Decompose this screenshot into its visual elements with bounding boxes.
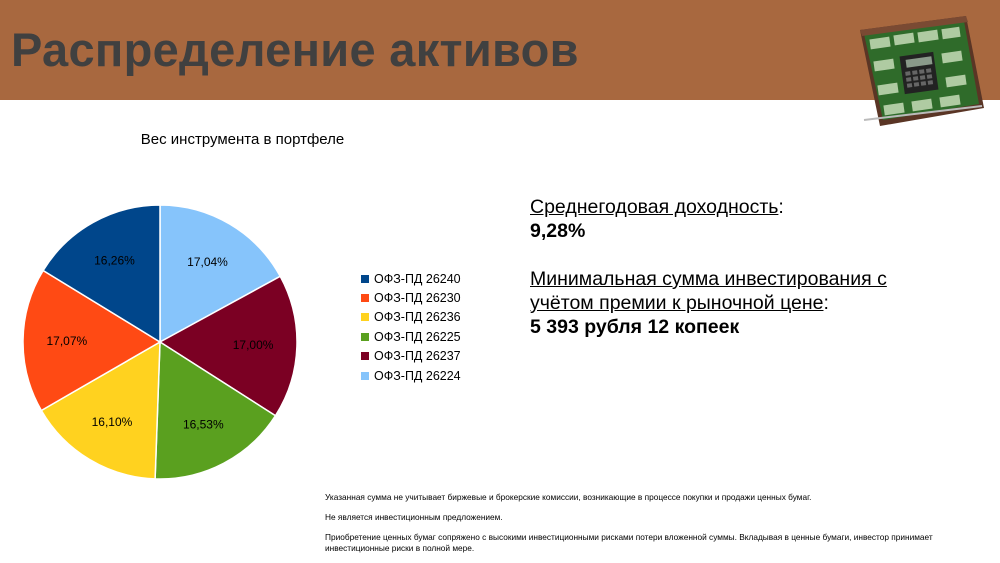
- min-sum-label: Минимальная сумма инвестирования с учёто…: [530, 268, 887, 314]
- pie-slice-5: [42, 204, 161, 344]
- header-bar: Распределение активов: [0, 0, 1000, 100]
- legend-label-1: ОФЗ-ПД 26230: [374, 291, 461, 306]
- legend-swatch-3: [361, 332, 369, 341]
- pie-data-label-5: 16,26%: [94, 254, 135, 268]
- legend-label-2: ОФЗ-ПД 26236: [374, 310, 461, 325]
- yield-line: Среднегодовая доходность:: [530, 195, 950, 219]
- yield-value: 9,28%: [530, 220, 586, 242]
- pie-slice-1: [158, 275, 298, 417]
- pie-slice-2: [154, 340, 277, 480]
- min-sum-value: 5 393 рубля 12 копеек: [530, 316, 740, 338]
- disclaimer: Указанная сумма не учитывает биржевые и …: [325, 492, 990, 563]
- legend-item-3: ОФЗ-ПД 26225: [361, 327, 461, 346]
- legend-item-5: ОФЗ-ПД 26224: [361, 366, 461, 385]
- disclaimer-risk: Приобретение ценных бумаг сопряжено с вы…: [325, 532, 933, 553]
- legend-label-4: ОФЗ-ПД 26237: [374, 349, 461, 364]
- pie-slice-0: [159, 204, 282, 344]
- pie-data-label-0: 17,04%: [187, 255, 228, 269]
- legend-label-5: ОФЗ-ПД 26224: [374, 368, 461, 383]
- min-sum-line: Минимальная сумма инвестирования с учёто…: [530, 267, 950, 315]
- legend-swatch-1: [361, 294, 369, 303]
- min-sum-colon: :: [823, 292, 829, 314]
- legend-item-1: ОФЗ-ПД 26230: [361, 288, 461, 307]
- disclaimer-commissions: Указанная сумма не учитывает биржевые и …: [325, 492, 812, 502]
- legend-item-0: ОФЗ-ПД 26240: [361, 269, 461, 288]
- legend-swatch-5: [361, 371, 369, 380]
- chart-title: Вес инструмента в портфеле: [140, 131, 345, 148]
- legend-swatch-2: [361, 313, 369, 322]
- info-block: Среднегодовая доходность: 9,28% Минималь…: [530, 195, 950, 339]
- legend-item-4: ОФЗ-ПД 26237: [361, 347, 461, 366]
- pie-data-label-4: 17,07%: [46, 334, 87, 348]
- legend-label-3: ОФЗ-ПД 26225: [374, 329, 461, 344]
- pie-chart: 17,04% 17,00% 16,53% 16,10% 17,07% 16,26%: [22, 204, 298, 480]
- legend-swatch-4: [361, 352, 369, 361]
- yield-colon: :: [778, 196, 784, 218]
- pie-slice-4: [22, 269, 162, 412]
- chart-legend: ОФЗ-ПД 26240 ОФЗ-ПД 26230 ОФЗ-ПД 26236 ОФЗ-…: [361, 269, 461, 385]
- yield-label: Среднегодовая доходность: [530, 196, 779, 218]
- pie-data-label-1: 17,00%: [233, 338, 274, 352]
- pie-data-label-3: 16,10%: [92, 415, 133, 429]
- briefcase-of-money-icon: [860, 16, 984, 126]
- legend-item-2: ОФЗ-ПД 26236: [361, 308, 461, 327]
- page-title: Распределение активов: [11, 23, 579, 76]
- disclaimer-not-offer: Не является инвестиционным предложением.: [325, 512, 503, 522]
- pie-slice-3: [40, 340, 161, 480]
- pie-data-label-2: 16,53%: [183, 417, 224, 431]
- legend-swatch-0: [361, 274, 369, 283]
- legend-label-0: ОФЗ-ПД 26240: [374, 271, 461, 286]
